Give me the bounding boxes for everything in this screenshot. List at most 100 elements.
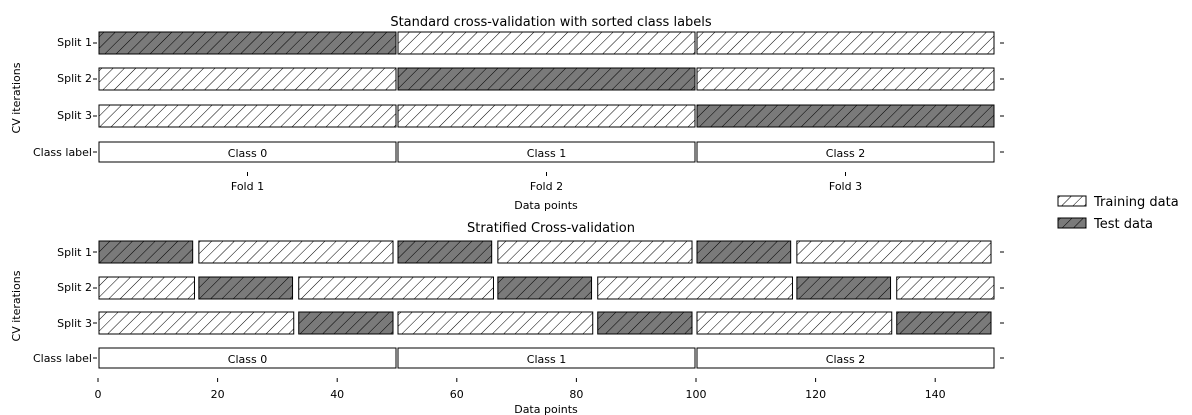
panel-standard-cv: Standard cross-validation with sorted cl… xyxy=(10,15,1004,212)
row-label-split-2: Split 2 xyxy=(57,72,92,85)
bar-segment-test xyxy=(298,311,394,335)
legend-item-test: Test data xyxy=(1057,217,1153,232)
row-label-class: Class label xyxy=(33,352,92,365)
class-label-box xyxy=(397,347,696,369)
x-tick-label: Fold 1 xyxy=(231,180,264,193)
bar-segment-train xyxy=(696,31,995,55)
class-label-box xyxy=(397,141,696,163)
bar-segment-test xyxy=(98,31,397,55)
bar-segment-test xyxy=(397,240,493,264)
y-axis-label: CV iterations xyxy=(10,270,23,341)
bar-segment-train xyxy=(98,67,397,91)
bar-segment-train xyxy=(696,311,893,335)
class-label-bars: Class 0 Class 1 Class 2 xyxy=(93,141,1004,163)
bar-segment-test xyxy=(198,276,294,300)
x-tick-label: 60 xyxy=(450,388,464,401)
chart-title: Standard cross-validation with sorted cl… xyxy=(390,15,712,30)
bar-segment-hatch xyxy=(697,68,994,90)
row-label: Split 2 xyxy=(57,72,92,85)
bar-segment-train xyxy=(796,240,992,264)
bar-segment-hatch xyxy=(198,241,394,263)
bar-segment-hatch xyxy=(896,312,992,334)
bar-segment-train xyxy=(397,104,696,128)
bar-segment-train xyxy=(397,31,696,55)
row-label: Split 2 xyxy=(57,281,92,294)
bar-segment-train xyxy=(896,276,995,300)
bar-segment-hatch xyxy=(697,32,994,54)
row-label-split-3: Split 3 xyxy=(57,109,92,122)
x-axis-ticks: Fold 1 Fold 2 Fold 3 xyxy=(231,172,862,193)
bar-segment-hatch xyxy=(597,277,793,299)
row-label: Split 3 xyxy=(57,317,92,330)
class-label-box xyxy=(696,347,995,369)
row-label: Class label xyxy=(33,146,92,159)
bar-segment-test xyxy=(696,104,995,128)
bar-segment-hatch xyxy=(398,32,695,54)
row-label: Split 1 xyxy=(57,36,92,49)
bar-segment-test xyxy=(796,276,892,300)
bar-segment-test xyxy=(497,276,593,300)
chart-title: Stratified Cross-validation xyxy=(467,221,635,236)
bar-segment-train xyxy=(98,104,397,128)
x-tick-label: 100 xyxy=(686,388,707,401)
bar-segment-test xyxy=(896,311,992,335)
bar-segment-test xyxy=(597,311,693,335)
class-label-bar: Class 2 xyxy=(696,347,995,369)
x-tick-label: Fold 2 xyxy=(530,180,563,193)
split-bars xyxy=(93,31,1004,128)
bar-segment-hatch xyxy=(99,68,396,90)
class-label-box xyxy=(98,141,397,163)
x-tick-label: 80 xyxy=(569,388,583,401)
class-label-bar: Class 1 xyxy=(397,141,696,163)
bar-segment-train xyxy=(98,276,195,300)
x-tick-label: 0 xyxy=(95,388,102,401)
bar-segment-test xyxy=(98,240,194,264)
x-tick-label: Fold 3 xyxy=(829,180,862,193)
class-label-text: Class 1 xyxy=(527,353,566,366)
row-label-split-3: Split 3 xyxy=(57,317,92,330)
bar-segment-hatch xyxy=(99,312,294,334)
class-label-text: Class 0 xyxy=(228,353,267,366)
class-label-bar: Class 0 xyxy=(98,347,397,369)
bar-segment-hatch xyxy=(597,312,693,334)
bar-segment-hatch xyxy=(796,277,891,299)
legend-label: Training data xyxy=(1093,195,1179,210)
class-label-bar: Class 0 xyxy=(98,141,397,163)
bar-segment-train xyxy=(397,311,594,335)
bar-segment-test xyxy=(696,240,792,264)
row-label-class: Class label xyxy=(33,146,92,159)
class-label-text: Class 2 xyxy=(826,353,865,366)
bar-segment-hatch xyxy=(697,312,892,334)
row-label-split-2: Split 2 xyxy=(57,281,92,294)
legend-label: Test data xyxy=(1093,217,1153,232)
bar-segment-train xyxy=(497,240,693,264)
x-tick-label: 40 xyxy=(330,388,344,401)
x-tick-label: 20 xyxy=(211,388,225,401)
class-label-bar: Class 1 xyxy=(397,347,696,369)
bar-segment-hatch xyxy=(398,105,695,127)
bar-segment-hatch xyxy=(497,241,693,263)
bar-segment-hatch xyxy=(697,105,994,127)
bar-segment-train xyxy=(98,311,295,335)
x-axis-label: Data points xyxy=(514,403,578,415)
x-tick-label: 140 xyxy=(925,388,946,401)
class-label-text: Class 1 xyxy=(527,147,566,160)
row-label-split-1: Split 1 xyxy=(57,246,92,259)
class-label-box xyxy=(98,347,397,369)
x-axis-ticks: 0 20 40 60 80 100 120 140 xyxy=(95,378,946,401)
bar-segment-hatch xyxy=(796,241,992,263)
legend-swatch-training xyxy=(1057,195,1087,207)
class-label-text: Class 0 xyxy=(228,147,267,160)
bar-segment-hatch xyxy=(298,277,494,299)
split-bars xyxy=(93,240,1004,335)
legend: Training data Test data xyxy=(1057,195,1179,232)
bar-segment-hatch xyxy=(398,68,695,90)
bar-segment-test xyxy=(397,67,696,91)
bar-segment-hatch xyxy=(896,277,994,299)
bar-segment-hatch xyxy=(697,241,791,263)
x-axis-label: Data points xyxy=(514,199,578,212)
class-label-bar: Class 2 xyxy=(696,141,995,163)
legend-item-training: Training data xyxy=(1057,195,1179,210)
class-label-bars: Class 0 Class 1 Class 2 xyxy=(93,347,1004,369)
